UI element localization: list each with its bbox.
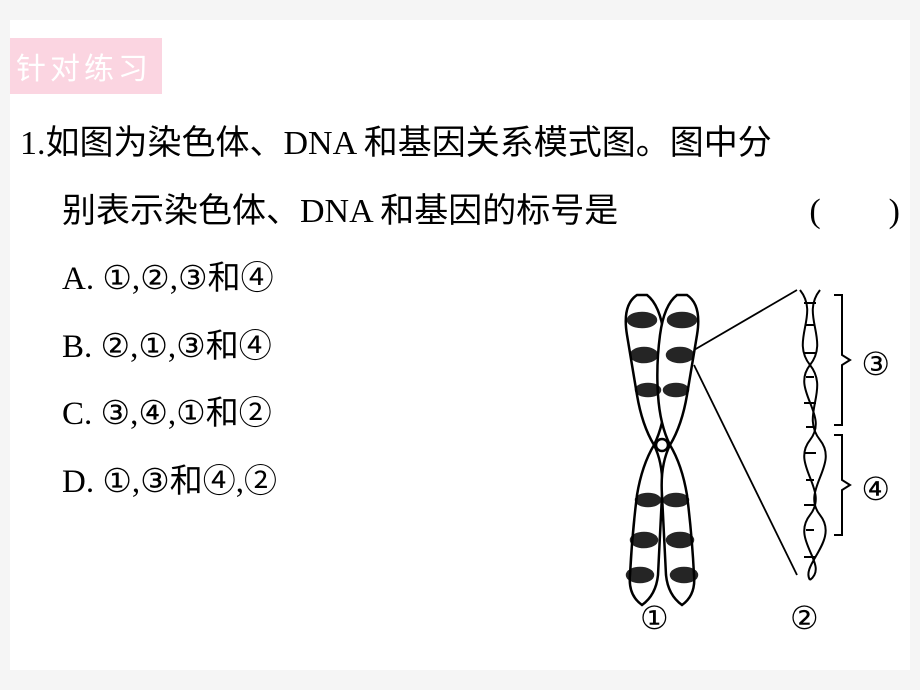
dna-helix-icon (800, 290, 826, 580)
label-2: ② (790, 599, 819, 637)
chromosome-icon (626, 295, 699, 605)
label-1: ① (640, 599, 669, 637)
page: 针对练习 1.如图为染色体、DNA 和基因关系模式图。图中分 别表示染色体、DN… (10, 20, 910, 670)
zoom-lines (694, 290, 797, 575)
diagram-svg (582, 275, 892, 635)
question-number: 1. (20, 125, 46, 162)
question-line-1: 1.如图为染色体、DNA 和基因关系模式图。图中分 (20, 110, 900, 178)
question-text-1: 如图为染色体、DNA 和基因关系模式图。图中分 (46, 125, 772, 162)
bracket-3 (834, 295, 850, 425)
question-text-2: 别表示染色体、DNA 和基因的标号是 (62, 178, 618, 246)
chromosome-diagram: ③ ④ ① ② (582, 275, 892, 635)
bracket-4 (834, 435, 850, 535)
label-3: ③ (861, 345, 890, 383)
question-line-2: 别表示染色体、DNA 和基因的标号是 ( ) (20, 178, 900, 246)
section-badge: 针对练习 (10, 38, 162, 94)
question-blank: ( ) (809, 178, 900, 246)
label-4: ④ (861, 470, 890, 508)
